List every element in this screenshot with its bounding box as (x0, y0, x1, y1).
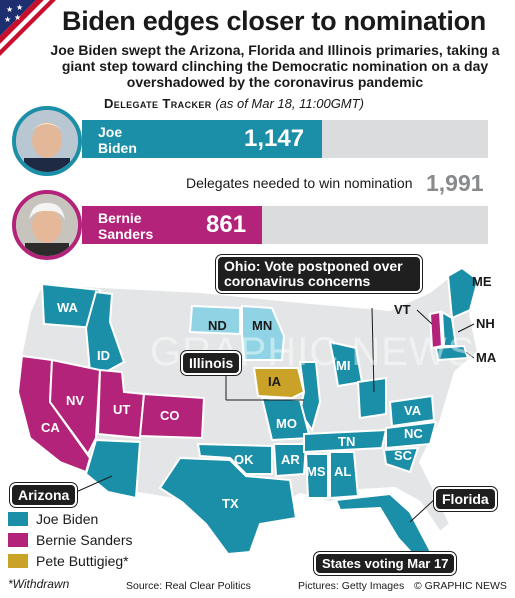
us-results-map: WA ID CA NV UT CO ND MN IA MO OK AR TX M… (16, 266, 497, 564)
label-mo: MO (276, 416, 297, 431)
label-wa: WA (57, 300, 79, 315)
states-voting-badge: States voting Mar 17 (314, 552, 457, 575)
label-tx: TX (222, 496, 239, 511)
sanders-delegate-bar-track: Bernie Sanders 861 (82, 206, 488, 244)
legend-label-buttigieg: Pete Buttigieg* (36, 553, 129, 569)
withdrawn-note: *Withdrawn (8, 577, 70, 591)
label-ms: MS (306, 464, 326, 479)
state-oh (356, 376, 387, 420)
label-mi: MI (336, 358, 350, 373)
biden-portrait (12, 106, 82, 176)
state-mn (241, 304, 286, 361)
state-al (329, 451, 360, 500)
illinois-callout: Illinois (181, 351, 242, 375)
sanders-delegate-bar (82, 206, 262, 244)
state-vt (428, 310, 444, 350)
label-ok: OK (234, 452, 254, 467)
legend-label-sanders: Bernie Sanders (36, 532, 133, 548)
sanders-name: Bernie Sanders (98, 210, 153, 242)
label-nh: NH (476, 316, 495, 331)
label-co: CO (160, 408, 180, 423)
label-sc: SC (394, 448, 413, 463)
state-ia (252, 367, 306, 400)
label-tn: TN (338, 434, 355, 449)
state-nc (385, 420, 438, 450)
label-id: ID (97, 348, 110, 363)
state-mi (328, 340, 364, 388)
us-flag-icon: ★ ★ ★ ★ (0, 0, 56, 56)
label-ca: CA (41, 420, 60, 435)
svg-text:★: ★ (4, 15, 11, 24)
map-legend: Joe Biden Bernie Sanders Pete Buttigieg* (8, 511, 133, 574)
label-nv: NV (66, 393, 84, 408)
state-nv (48, 358, 102, 456)
state-tn (303, 428, 388, 454)
arizona-callout: Arizona (10, 483, 78, 507)
needed-label: Delegates needed to win nomination (186, 175, 413, 191)
state-ok (196, 442, 273, 475)
label-ar: AR (281, 452, 300, 467)
label-nc: NC (404, 426, 423, 441)
legend-label-biden: Joe Biden (36, 511, 99, 527)
ohio-callout: Ohio: Vote postponed over coronavirus co… (216, 255, 422, 293)
label-ia: IA (268, 374, 282, 389)
tracker-title: Delegate Tracker (104, 96, 212, 111)
legend-item-buttigieg: Pete Buttigieg* (8, 553, 133, 569)
florida-leader-line (409, 497, 437, 523)
legend-item-sanders: Bernie Sanders (8, 532, 133, 548)
page-title: Biden edges closer to nomination (62, 6, 486, 36)
biden-name: Joe Biden (98, 124, 137, 156)
state-tx (158, 456, 298, 556)
svg-text:★: ★ (6, 5, 13, 14)
legend-swatch-biden (8, 512, 28, 526)
label-mn: MN (252, 318, 272, 333)
source-credit: Source: Real Clear Politics (126, 580, 251, 592)
state-ms (304, 453, 329, 499)
state-co (138, 392, 206, 440)
ohio-callout-text: Ohio: Vote postponed over coronavirus co… (224, 258, 403, 289)
legend-swatch-sanders (8, 533, 28, 547)
label-ut: UT (113, 402, 130, 417)
state-nd (188, 304, 241, 336)
legend-item-biden: Joe Biden (8, 511, 133, 527)
delegate-tracker-heading: Delegate Tracker (as of Mar 18, 11:00GMT… (104, 96, 364, 111)
pictures-credit: Pictures: Getty Images (298, 580, 405, 592)
biden-first-name: Joe (98, 124, 123, 140)
svg-text:★: ★ (14, 13, 21, 22)
page-subtitle: Joe Biden swept the Arizona, Florida and… (50, 42, 500, 90)
label-vt: VT (394, 302, 411, 317)
state-me (446, 266, 480, 320)
legend-swatch-buttigieg (8, 554, 28, 568)
sanders-first-name: Bernie (98, 210, 142, 226)
biden-delegate-bar (82, 120, 322, 158)
ohio-leader-line (371, 307, 375, 393)
biden-delegate-bar-track: Joe Biden 1,147 (82, 120, 488, 158)
biden-last-name: Biden (98, 140, 137, 156)
tracker-date: (as of Mar 18, 11:00GMT) (215, 96, 364, 111)
label-al: AL (334, 464, 351, 479)
state-sc (382, 446, 420, 474)
arizona-leader-line (75, 475, 113, 493)
biden-delegate-count: 1,147 (244, 125, 305, 152)
label-me: ME (472, 274, 492, 289)
sanders-portrait (12, 190, 82, 260)
state-az (84, 438, 142, 500)
svg-text:★: ★ (16, 3, 23, 12)
state-il (298, 361, 322, 433)
state-ma (434, 344, 470, 362)
state-va (388, 394, 436, 428)
needed-value: 1,991 (426, 170, 484, 196)
florida-callout: Florida (434, 487, 497, 511)
graphic-news-credit: © GRAPHIC NEWS (414, 580, 507, 592)
state-ar (272, 443, 308, 478)
label-nd: ND (208, 318, 227, 333)
label-va: VA (404, 403, 422, 418)
label-ma: MA (476, 350, 497, 365)
sanders-last-name: Sanders (98, 226, 154, 242)
state-id (84, 290, 126, 376)
sanders-delegate-count: 861 (206, 211, 247, 238)
